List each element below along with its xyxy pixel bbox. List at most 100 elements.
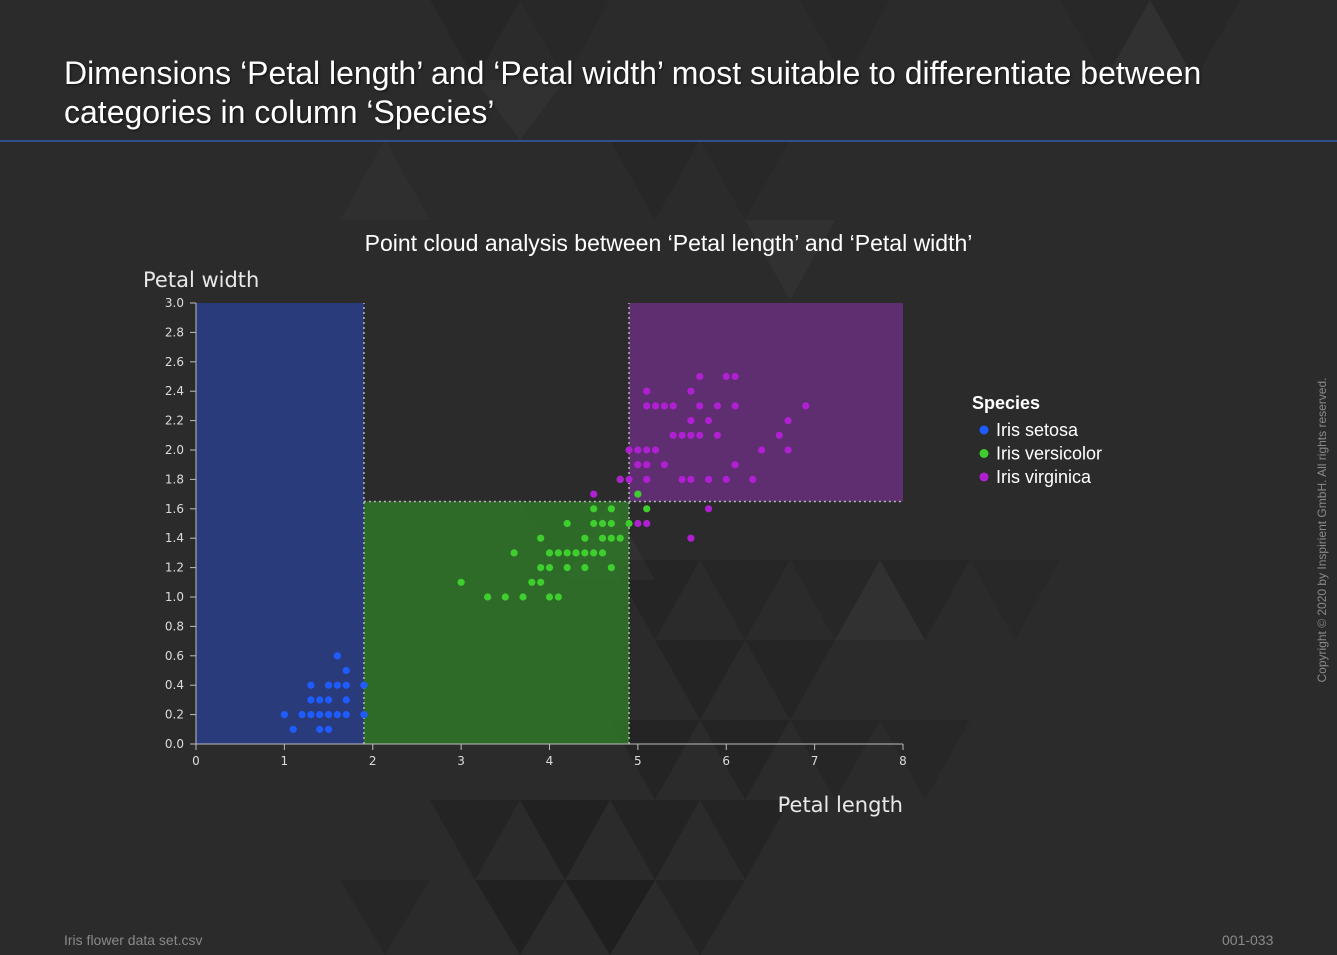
x-tick-label: 4 (546, 754, 554, 768)
x-tick-label: 3 (457, 754, 465, 768)
y-tick-label: 2.2 (165, 414, 184, 428)
y-tick-label: 1.2 (165, 561, 184, 575)
y-tick-label: 1.6 (165, 502, 184, 516)
point-iris-setosa (342, 666, 350, 675)
point-iris-versicolor (607, 505, 615, 513)
point-iris-setosa (307, 711, 315, 719)
point-iris-virginica (625, 446, 633, 454)
y-tick-label: 3.0 (165, 296, 184, 310)
y-tick-label: 2.0 (165, 443, 184, 457)
x-tick-label: 8 (899, 754, 907, 768)
chart-title: Point cloud analysis between ‘Petal leng… (364, 230, 973, 256)
point-iris-virginica (643, 446, 651, 454)
slide-title: Dimensions ‘Petal length’ and ‘Petal wid… (64, 55, 1202, 130)
y-tick-label: 1.8 (165, 472, 184, 486)
point-iris-virginica (643, 519, 651, 528)
legend-marker-iris-versicolor (979, 449, 989, 458)
point-iris-virginica (616, 475, 624, 483)
point-iris-versicolor (563, 564, 571, 572)
point-iris-virginica (784, 417, 792, 425)
chart-axes: 0.0 0.2 0.4 0.6 0.8 1.0 1.2 1.4 1.6 1.8 2.0 2.2 2.4 2… (165, 296, 907, 768)
point-iris-virginica (669, 402, 677, 410)
point-iris-versicolor (537, 564, 545, 572)
y-tick-label: 0.0 (165, 737, 184, 751)
point-iris-virginica (678, 431, 686, 439)
y-tick-label: 1.4 (165, 531, 184, 545)
y-tick-label: 2.8 (165, 325, 184, 339)
legend-title: Species (972, 393, 1040, 413)
point-iris-virginica (784, 446, 792, 454)
point-iris-virginica (802, 402, 810, 410)
point-iris-virginica (660, 402, 668, 410)
point-iris-virginica (687, 534, 695, 542)
legend-label-iris-versicolor: Iris versicolor (996, 444, 1102, 464)
point-iris-virginica (704, 505, 713, 513)
point-iris-versicolor (554, 593, 562, 601)
point-iris-versicolor (634, 490, 642, 498)
point-iris-virginica (625, 475, 633, 483)
point-iris-setosa (324, 725, 333, 733)
point-iris-virginica (651, 402, 660, 410)
point-iris-virginica (731, 461, 739, 469)
point-iris-versicolor (581, 549, 589, 557)
point-iris-versicolor (519, 593, 527, 601)
point-iris-versicolor (501, 593, 509, 601)
footer-source-file: Iris flower data set.csv (64, 932, 203, 948)
point-iris-virginica (651, 446, 660, 454)
point-iris-versicolor (590, 549, 598, 557)
point-iris-versicolor (581, 534, 589, 542)
x-tick-label: 7 (811, 754, 819, 768)
point-iris-versicolor (598, 534, 607, 542)
point-iris-virginica (722, 475, 730, 483)
y-axis-title: Petal width (143, 268, 259, 292)
point-iris-virginica (643, 461, 651, 469)
point-iris-virginica (634, 446, 642, 454)
point-iris-setosa (298, 711, 306, 719)
point-iris-versicolor (581, 564, 589, 572)
x-tick-label: 0 (192, 754, 200, 768)
y-tick-label: 0.8 (165, 619, 184, 633)
x-tick-label: 1 (281, 754, 289, 768)
point-iris-virginica (660, 461, 668, 469)
point-iris-versicolor (545, 564, 554, 572)
point-iris-virginica (634, 461, 642, 469)
point-iris-setosa (342, 711, 350, 719)
point-iris-virginica (704, 417, 713, 425)
point-iris-setosa (333, 681, 341, 689)
point-iris-setosa (342, 696, 350, 704)
point-iris-setosa (360, 711, 368, 719)
classification-regions (196, 303, 903, 744)
legend: Species Iris setosa Iris versicolor Iris v… (972, 393, 1102, 487)
point-iris-setosa (289, 725, 297, 733)
point-iris-virginica (704, 475, 713, 483)
point-iris-versicolor (616, 534, 624, 542)
data-points (280, 372, 810, 733)
point-iris-versicolor (607, 534, 615, 542)
point-iris-setosa (324, 696, 333, 704)
point-iris-versicolor (484, 593, 492, 601)
point-iris-versicolor (590, 519, 598, 528)
point-iris-versicolor (537, 534, 545, 542)
point-iris-setosa (360, 681, 368, 689)
slide-header: Dimensions ‘Petal length’ and ‘Petal wid… (0, 0, 1337, 142)
point-iris-virginica (722, 372, 730, 381)
point-iris-versicolor (572, 549, 580, 557)
legend-marker-iris-virginica (979, 472, 989, 482)
y-tick-label: 0.6 (165, 649, 184, 663)
point-iris-virginica (678, 475, 686, 483)
point-iris-virginica (669, 431, 677, 439)
x-tick-label: 6 (722, 754, 730, 768)
point-iris-setosa (316, 725, 324, 733)
y-tick-label: 0.2 (165, 708, 184, 722)
point-iris-versicolor (563, 549, 571, 557)
y-tick-label: 1.0 (165, 590, 184, 604)
legend-label-iris-setosa: Iris setosa (996, 420, 1079, 440)
point-iris-versicolor (598, 519, 607, 528)
point-iris-versicolor (598, 549, 607, 557)
point-iris-virginica (687, 431, 695, 439)
footer-page-id: 001-033 (1222, 932, 1274, 948)
point-iris-versicolor (545, 593, 554, 601)
point-iris-versicolor (607, 519, 615, 528)
point-iris-versicolor (625, 519, 633, 528)
point-iris-setosa (333, 711, 341, 719)
